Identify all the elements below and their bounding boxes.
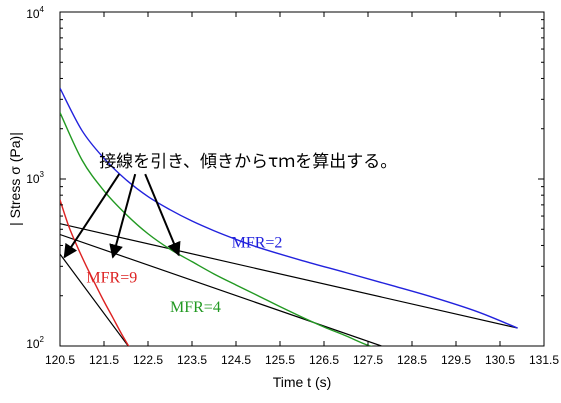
x-tick-label: 126.5 xyxy=(309,353,339,367)
x-tick-label: 121.5 xyxy=(89,353,119,367)
x-tick-label: 129.5 xyxy=(441,353,471,367)
annotation-arrow xyxy=(63,173,121,259)
series-label: MFR=2 xyxy=(232,234,283,251)
x-axis-label: Time t (s) xyxy=(273,374,332,390)
tangent-line xyxy=(60,223,518,329)
x-tick-label: 125.5 xyxy=(265,353,295,367)
annotation-arrow xyxy=(109,173,137,259)
x-tick-label: 131.5 xyxy=(529,353,559,367)
x-tick-label: 122.5 xyxy=(133,353,163,367)
x-tick-label: 120.5 xyxy=(45,353,75,367)
tangent-line xyxy=(60,253,129,346)
y-tick-label: 103 xyxy=(26,170,44,186)
x-tick-label: 128.5 xyxy=(397,353,427,367)
annotation-arrow xyxy=(144,173,181,257)
y-axis-label: | Stress σ (Pa)| xyxy=(7,132,23,226)
series-line-mfr-4 xyxy=(60,112,374,346)
y-tick-label: 104 xyxy=(26,5,44,21)
x-axis-ticks: 120.5 121.5 122.5 123.5 124.5 125.5 126.5 127.5… xyxy=(45,12,559,367)
series-label: MFR=4 xyxy=(170,299,221,316)
plot-area: MFR=2 MFR=4 MFR=9 接線を引き、傾きからτｍを算出する。 xyxy=(59,11,545,347)
x-tick-label: 127.5 xyxy=(353,353,383,367)
x-tick-label: 123.5 xyxy=(177,353,207,367)
tangent-line xyxy=(60,233,384,346)
x-tick-label: 130.5 xyxy=(485,353,515,367)
series-line-mfr-9 xyxy=(60,199,130,346)
plot-frame xyxy=(59,11,545,347)
x-tick-label: 124.5 xyxy=(221,353,251,367)
annotation-text: 接線を引き、傾きからτｍを算出する。 xyxy=(99,152,397,172)
plot-clip-group xyxy=(60,87,518,346)
series-label: MFR=9 xyxy=(86,270,137,287)
series-line-mfr-2 xyxy=(60,87,518,329)
y-axis-ticks: 102 103 104 xyxy=(26,5,544,351)
y-tick-label: 102 xyxy=(26,335,44,351)
